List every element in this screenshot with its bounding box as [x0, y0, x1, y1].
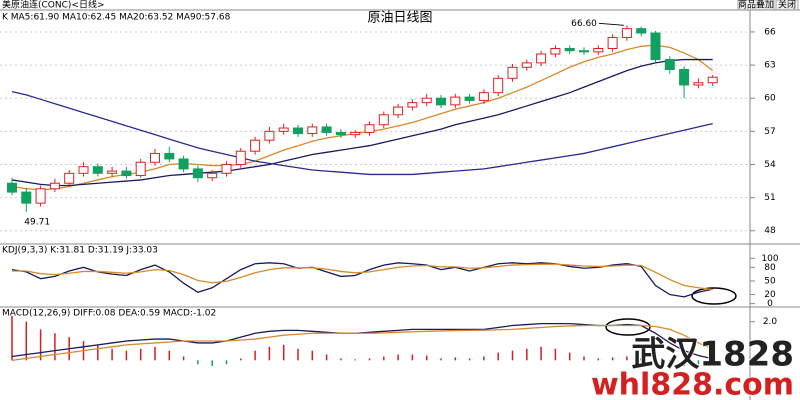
candle-body	[107, 170, 118, 174]
y-tick-label: 20	[764, 290, 776, 300]
y-tick-label: 51	[764, 193, 775, 203]
candle-body	[35, 188, 46, 204]
candle-body	[536, 53, 547, 64]
highlight-circle	[605, 318, 651, 336]
y-tick-label: 54	[764, 160, 776, 170]
button-label[interactable]: 商品叠加	[738, 0, 774, 11]
candle-body	[550, 48, 561, 55]
ma-line	[11, 58, 713, 187]
candle-body	[264, 130, 275, 141]
candle-body	[593, 48, 604, 53]
candle-body	[49, 182, 60, 190]
annotation: 66.60	[571, 19, 597, 29]
indicator-line	[11, 324, 713, 361]
ma-line	[11, 90, 713, 176]
candle-body	[192, 168, 203, 179]
candle-body	[393, 106, 404, 116]
candle-body	[135, 161, 146, 177]
y-tick-label: 50	[764, 276, 776, 286]
legend-text: K MA5:61.90 MA10:62.45 MA20:63.52 MA90:5…	[2, 13, 231, 23]
y-tick-label: 2.0	[763, 317, 778, 327]
candle-body	[693, 82, 704, 86]
candle-body	[335, 131, 346, 136]
candle-body	[679, 68, 690, 86]
candle-body	[450, 96, 461, 106]
y-tick-label: 60	[764, 94, 776, 104]
y-tick-label: 0	[767, 299, 773, 309]
legend-text: KDJ(9,3,3) K:31.81 D:31.19 J:33.03	[2, 246, 158, 256]
y-tick-label: 66	[764, 27, 776, 37]
candle-body	[64, 172, 75, 184]
candle-body	[221, 163, 232, 174]
candle-body	[579, 50, 589, 53]
y-tick-label: 48	[764, 226, 776, 236]
watermark: 武汉1828	[631, 335, 794, 375]
annotation: 49.71	[24, 217, 50, 227]
candle-body	[493, 77, 504, 94]
button-label[interactable]: 关闭	[778, 0, 796, 11]
candle-body	[436, 97, 446, 106]
y-tick-label: 63	[764, 61, 775, 71]
candle-body	[564, 48, 575, 52]
y-tick-label: 80	[764, 263, 776, 273]
watermark: whl828.com	[591, 368, 794, 400]
candle-body	[664, 59, 675, 70]
candle-body	[7, 182, 17, 193]
annotation-line	[598, 22, 624, 26]
candle-body	[521, 62, 532, 68]
candle-body	[464, 96, 475, 101]
candle-body	[278, 127, 289, 132]
candle-body	[507, 66, 518, 79]
chart-title: 原油日线图	[367, 11, 432, 26]
candle-body	[607, 36, 618, 50]
candle-body	[178, 158, 189, 170]
candle-body	[250, 139, 261, 152]
candle-body	[307, 126, 318, 135]
candle-body	[378, 114, 389, 126]
candle-body	[21, 191, 32, 204]
candle-body	[621, 28, 632, 38]
candle-body	[92, 166, 103, 174]
candle-body	[121, 170, 132, 177]
candle-body	[164, 152, 175, 160]
candle-body	[150, 152, 160, 163]
candle-body	[364, 124, 375, 133]
indicator-line	[12, 263, 713, 291]
candle-body	[707, 76, 718, 84]
candle-body	[421, 97, 432, 104]
candle-body	[636, 28, 647, 34]
candle-body	[650, 32, 661, 61]
candle-body	[293, 127, 303, 135]
candle-body	[407, 102, 418, 108]
candle-body	[235, 150, 246, 165]
candle-body	[207, 172, 218, 179]
highlight-circle	[691, 287, 737, 305]
candle-body	[78, 166, 89, 174]
legend-text: MACD(12,26,9) DIFF:0.08 DEA:0.59 MACD:-1…	[2, 309, 216, 319]
y-tick-label: 57	[764, 127, 775, 137]
candle-body	[350, 131, 361, 136]
candle-body	[478, 92, 489, 101]
y-tick-label: 100	[761, 254, 778, 264]
candle-body	[321, 126, 332, 133]
header-title: 美原油连(CONC)<日线>	[2, 0, 105, 11]
